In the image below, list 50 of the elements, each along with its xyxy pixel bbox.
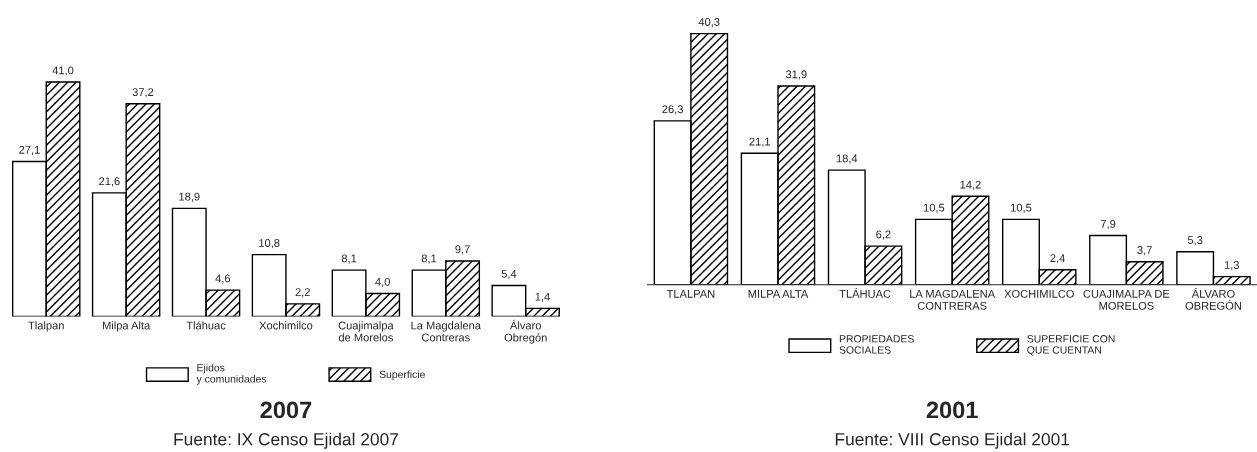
x-tick-label: CUAJIMALPA DE MORELOS [1083, 289, 1170, 310]
x-tick-label: LA MAGDALENA CONTRERAS [910, 289, 996, 310]
x-tick-label: TLALPAN [666, 290, 715, 298]
legend-label: Superficie [379, 370, 425, 381]
data-label: 7,9 [1100, 219, 1116, 230]
data-label: 8,1 [421, 254, 437, 264]
source-note: Fuente: IX Censo Ejidal 2007 [174, 432, 399, 449]
data-label: 31,9 [785, 70, 807, 80]
x-tick-label: Tlalpan [28, 321, 64, 332]
data-label: 10,5 [923, 203, 945, 213]
data-label: 37,2 [132, 88, 154, 98]
legend-label: Ejidos y comunidades [196, 363, 267, 385]
data-label: 4,6 [215, 274, 231, 284]
data-label: 8,1 [341, 254, 357, 264]
data-label: 2,4 [1050, 254, 1065, 264]
x-tick-label: TLÁHUAC [839, 288, 891, 298]
source-note: Fuente: VIII Censo Ejidal 2001 [835, 432, 1070, 449]
text: 2007 [260, 401, 312, 419]
legend-label: PROPIEDADES SOCIALES [839, 335, 914, 354]
data-label: 40,3 [698, 18, 720, 28]
data-label: 26,3 [662, 105, 683, 115]
data-label: 27,1 [19, 145, 40, 156]
data-label: 21,6 [99, 177, 120, 187]
legend-label: SUPERFICIE CON QUE CUENTAN [1027, 335, 1115, 356]
text: 2001 [926, 401, 978, 419]
x-tick-label: Milpa Alta [102, 321, 151, 332]
data-label: 3,7 [1137, 246, 1152, 256]
x-tick-label: ÁLVARO OBREGÓN [1185, 288, 1241, 310]
data-label: 4,0 [375, 277, 390, 288]
data-label: 14,2 [960, 180, 981, 190]
data-label: 6,2 [876, 230, 891, 240]
x-tick-label: Cuajimalpa de Morelos [338, 321, 394, 342]
data-label: 10,5 [1011, 203, 1032, 213]
x-tick-label: Tláhuac [186, 321, 226, 330]
x-tick-label: XOCHIMILCO [1004, 289, 1074, 298]
data-label: 1,3 [1224, 261, 1239, 271]
data-label: 2,2 [295, 288, 310, 298]
x-tick-label: MILPA ALTA [748, 290, 809, 298]
data-label: 5,4 [501, 270, 517, 280]
data-label: 41,0 [52, 66, 74, 76]
data-label: 1,4 [535, 292, 550, 302]
data-label: 10,8 [259, 239, 280, 249]
x-tick-label: Xochimilco [259, 321, 313, 330]
x-tick-label: La Magdalena Contreras [411, 321, 481, 342]
data-label: 18,4 [836, 154, 858, 164]
data-label: 9,7 [455, 245, 470, 255]
data-label: 21,1 [749, 137, 770, 147]
data-label: 18,9 [179, 192, 200, 202]
x-tick-label: Álvaro Obregón [504, 319, 547, 344]
data-label: 5,3 [1187, 236, 1203, 246]
